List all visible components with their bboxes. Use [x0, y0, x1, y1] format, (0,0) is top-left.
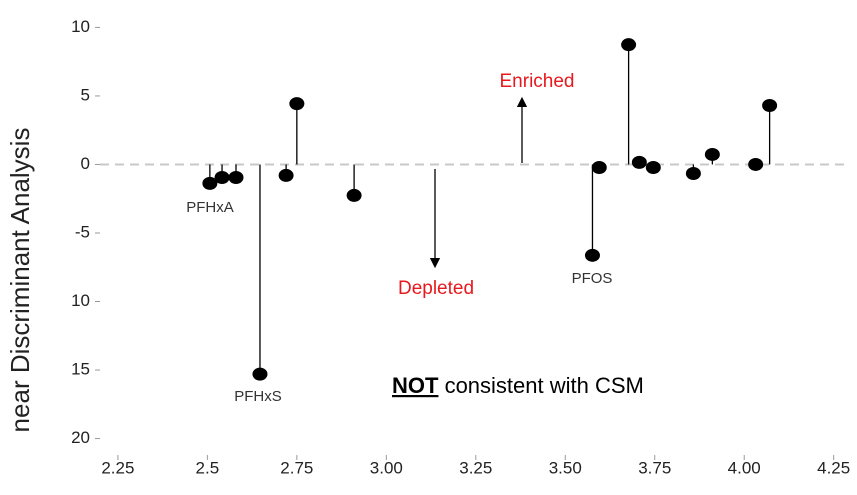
note-text: consistent with CSM	[438, 373, 643, 398]
y-axis-title: near Discriminant Analysis	[5, 128, 35, 433]
x-tick-label: 2.25	[101, 458, 134, 477]
point	[278, 168, 294, 182]
point	[252, 367, 268, 381]
y-tick-label: 15	[71, 360, 90, 379]
x-tick-label: 3.25	[459, 458, 492, 477]
x-tick-label: 2.75	[280, 458, 313, 477]
y-tick-label: 20	[71, 428, 90, 447]
point	[228, 170, 244, 184]
x-tick-label: 3.75	[638, 458, 671, 477]
point-label: PFHxS	[234, 388, 282, 405]
y-tick-label: 0	[81, 154, 90, 173]
point	[685, 167, 701, 181]
point	[591, 160, 607, 174]
point	[202, 176, 218, 190]
x-tick-label: 3.50	[549, 458, 582, 477]
point	[631, 155, 647, 169]
x-tick-label: 4.25	[817, 458, 850, 477]
point	[214, 170, 230, 184]
x-tick-label: 2.5	[196, 458, 220, 477]
point	[289, 97, 305, 111]
arrow-label: Depleted	[398, 278, 474, 299]
arrow-label: Enriched	[500, 71, 575, 92]
point-label: PFHxA	[186, 199, 234, 216]
x-tick-label: 4.00	[728, 458, 761, 477]
point	[645, 160, 661, 174]
point	[762, 99, 778, 113]
y-tick-label: 10	[71, 17, 90, 36]
note-bold: NOT	[392, 373, 439, 398]
point	[621, 38, 637, 52]
y-tick-label: 5	[81, 85, 90, 104]
y-tick-label: -5	[75, 222, 90, 241]
x-tick-label: 3.00	[370, 458, 403, 477]
note: NOT consistent with CSM	[392, 373, 644, 398]
y-tick-label: 10	[71, 291, 90, 310]
point	[584, 248, 600, 262]
point	[346, 188, 362, 202]
point-label: PFOS	[572, 270, 613, 287]
point	[748, 157, 764, 171]
point	[704, 147, 720, 161]
